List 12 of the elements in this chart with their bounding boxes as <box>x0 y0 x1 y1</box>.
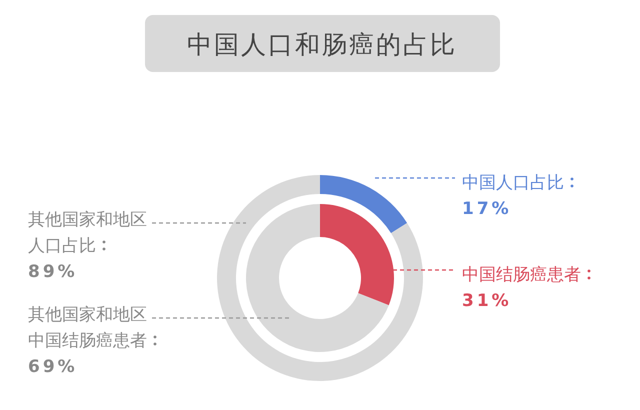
chart-title: 中国人口和肠癌的占比 <box>187 30 457 59</box>
donut-slice <box>320 175 408 234</box>
slice-label: 其他国家和地区人口占比 <box>28 210 147 256</box>
data-label: 31% <box>462 291 512 311</box>
donut-slice <box>217 175 423 381</box>
data-label: 89% <box>28 262 78 282</box>
donut-slice <box>246 204 389 352</box>
slice-label: 中国结肠癌患者 <box>462 265 581 285</box>
slice-label: 其他国家和地区中国结肠癌患者 <box>28 305 147 351</box>
slice-label: 中国人口占比 <box>462 173 564 193</box>
data-label: 69% <box>28 357 78 377</box>
data-label: 17% <box>462 199 512 219</box>
